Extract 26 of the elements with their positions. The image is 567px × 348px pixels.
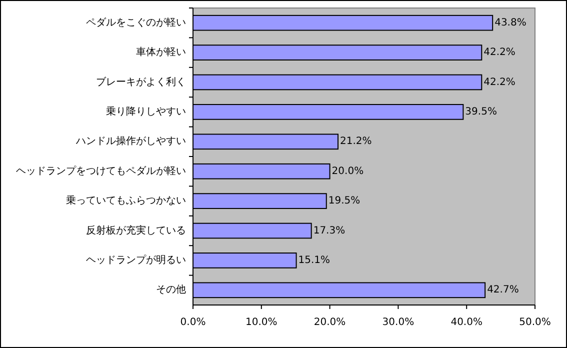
data-label: 17.3% xyxy=(313,225,346,236)
y-tick-label: ヘッドランプをつけてもペダルが軽い xyxy=(16,164,186,177)
data-label: 39.5% xyxy=(465,106,497,118)
data-label: 15.1% xyxy=(298,254,330,266)
data-label: 20.0% xyxy=(332,166,364,177)
data-label: 42.7% xyxy=(487,284,519,296)
x-tick-label: 30.0% xyxy=(382,317,414,328)
y-tick-label: ヘッドランプが明るい xyxy=(86,254,186,266)
data-label: 21.2% xyxy=(340,136,372,148)
y-tick-label: 乗り降りしやすい xyxy=(106,105,186,118)
x-tick-label: 20.0% xyxy=(314,317,346,328)
data-label: 43.8% xyxy=(494,17,526,28)
y-tick-label: ペダルをこぐのが軽い xyxy=(86,16,186,28)
y-tick-label: ブレーキがよく利く xyxy=(96,76,186,88)
x-tick-label: 40.0% xyxy=(450,317,482,328)
y-tick-label: その他 xyxy=(156,284,186,296)
data-label: 19.5% xyxy=(328,196,360,207)
y-tick-label: 車体が軽い xyxy=(136,46,186,58)
y-tick-label: 乗っていてもふらつかない xyxy=(66,194,186,207)
x-tick-label: 10.0% xyxy=(246,317,278,328)
y-tick-label: ハンドル操作がしやすい xyxy=(75,135,186,148)
x-tick-label: 50.0% xyxy=(519,317,551,328)
y-tick-label: 反射板が充実している xyxy=(86,224,186,236)
data-label: 42.2% xyxy=(484,76,516,88)
x-tick-label: 0.0% xyxy=(180,317,206,328)
data-label: 42.2% xyxy=(484,47,516,58)
